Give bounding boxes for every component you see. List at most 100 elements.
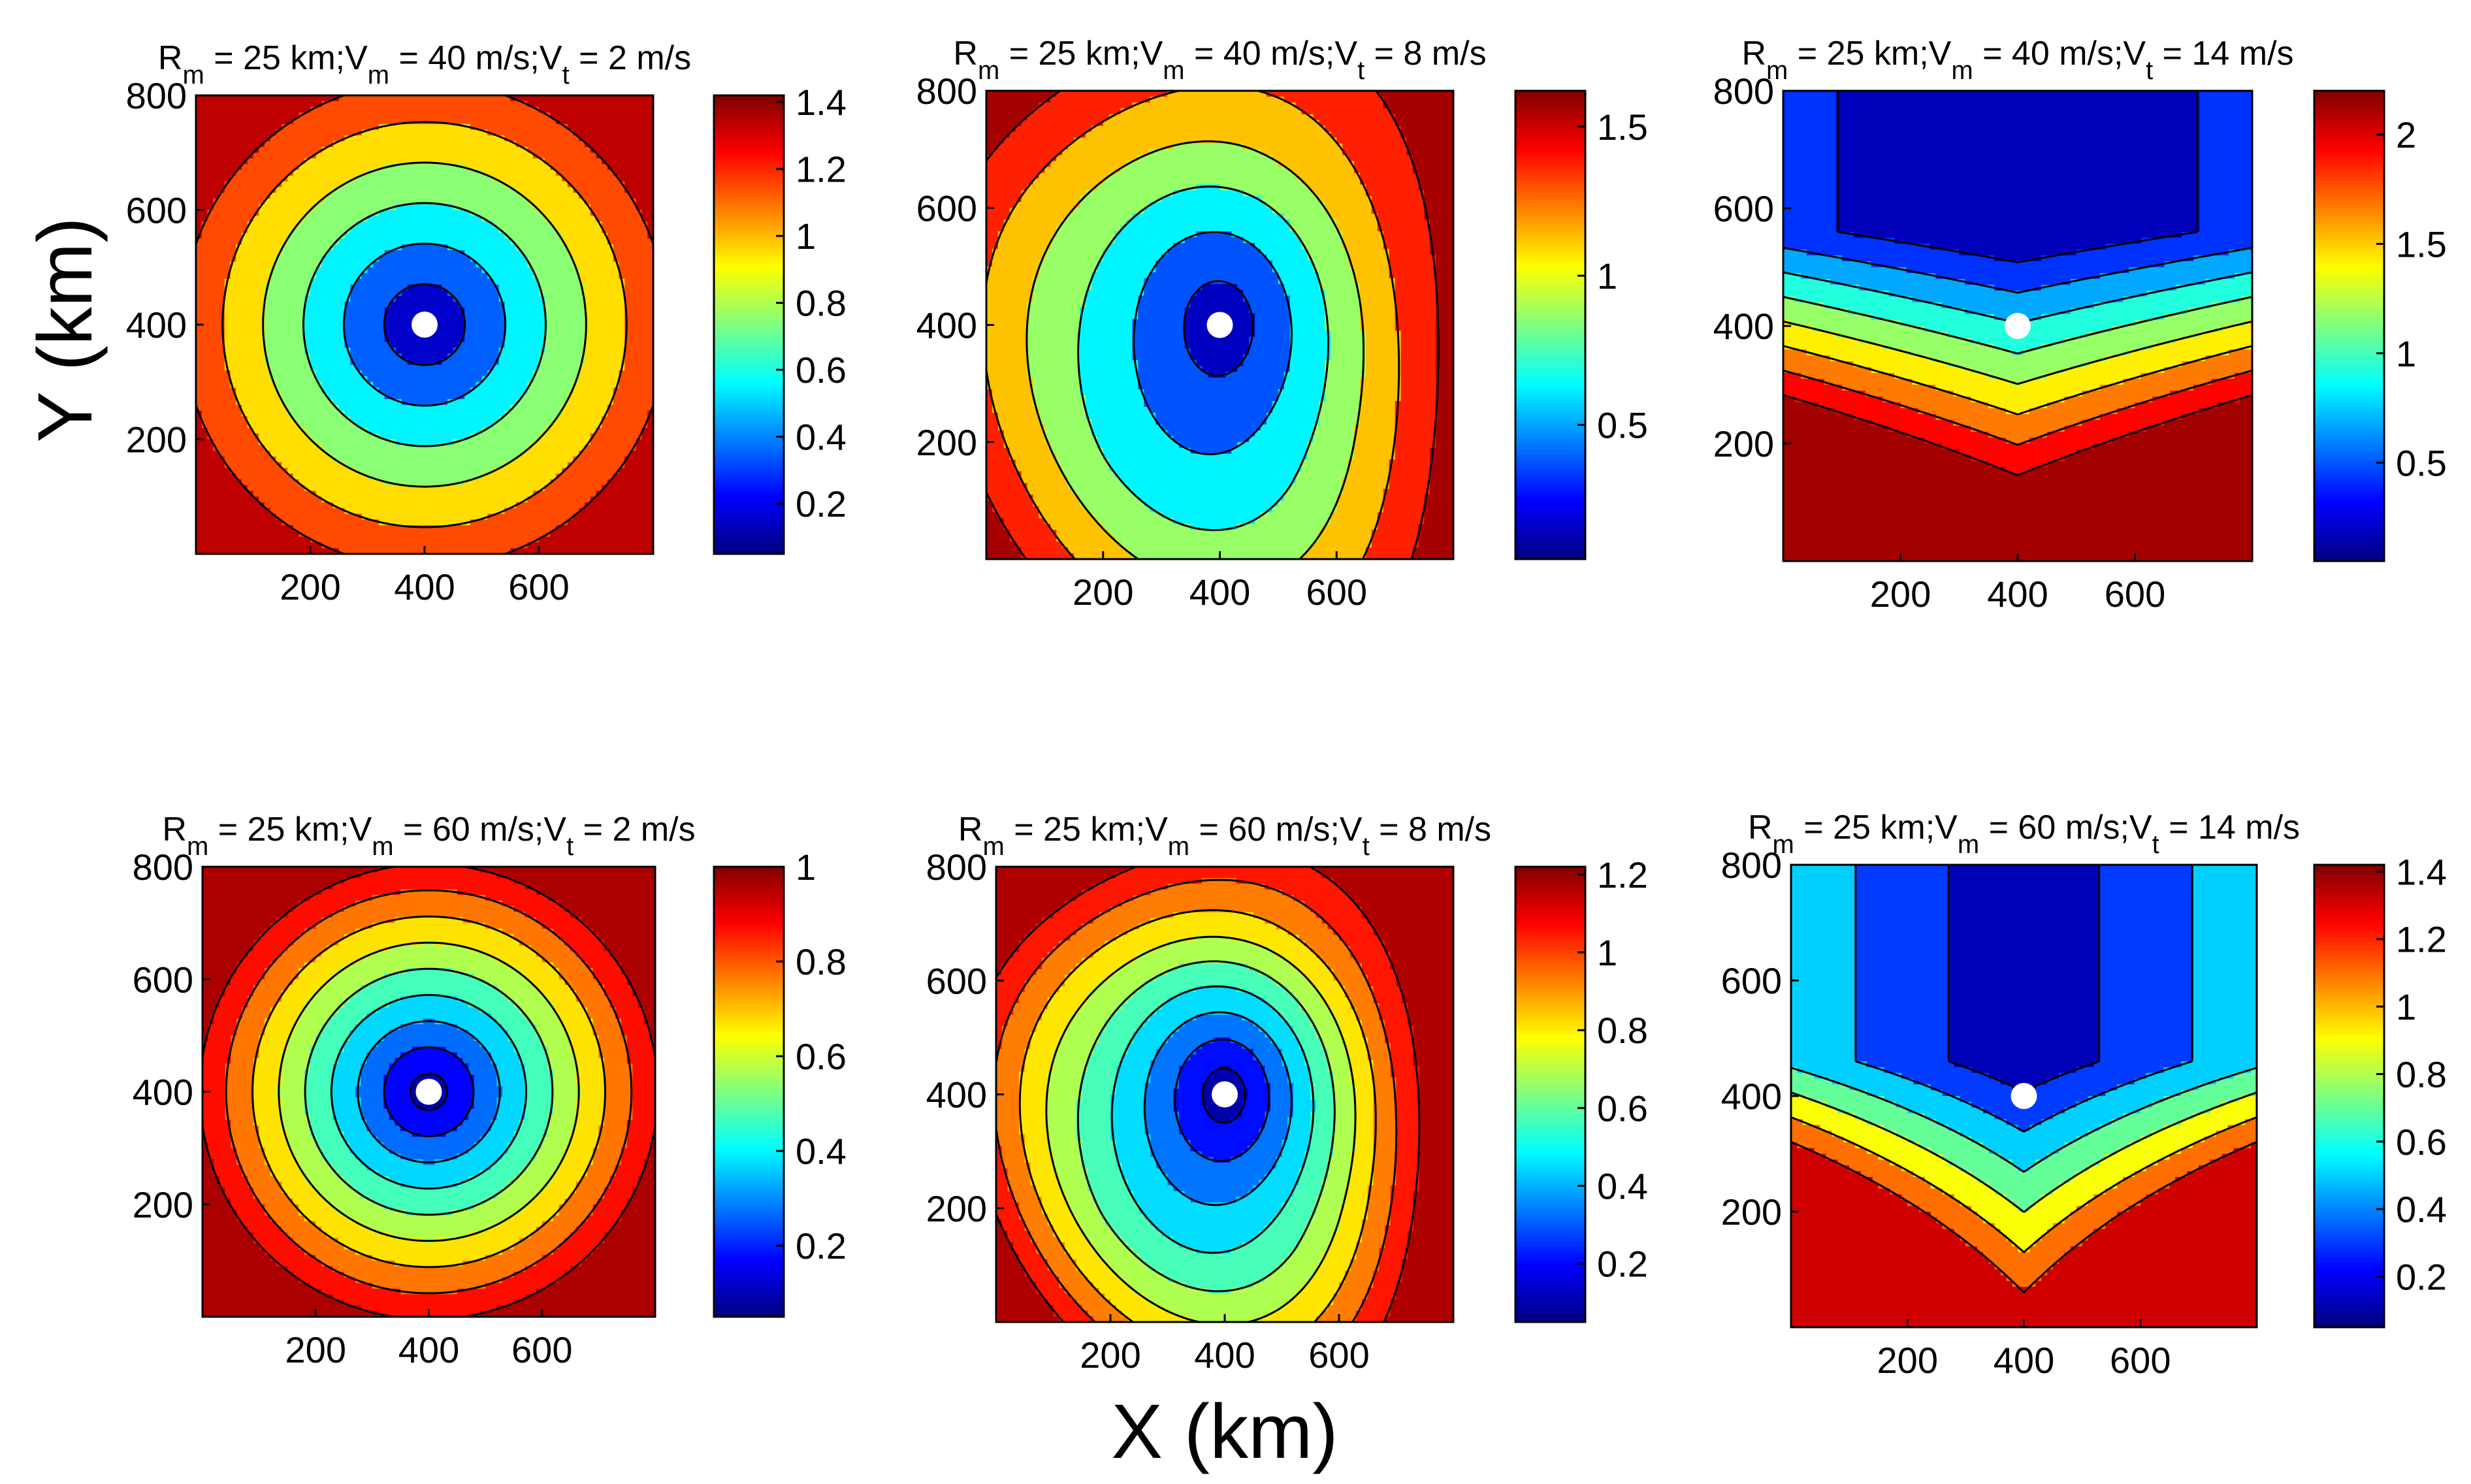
contour-line-4 <box>262 161 587 488</box>
y-tick-label: 800 <box>126 75 187 116</box>
colorbar: 0.5 1 1.5 2 <box>2313 89 2447 562</box>
subplot-title: Rm = 25 km;Vm = 60 m/s;Vt = 8 m/s <box>958 811 1491 861</box>
colorbar-frame <box>1514 865 1587 1323</box>
colorbar-tick-label: 1 <box>796 216 816 257</box>
colorbar-tick-label: 0.4 <box>796 417 847 458</box>
y-tick-label: 600 <box>1721 960 1782 1001</box>
contour-line-4 <box>1783 296 2253 355</box>
y-tick-label: 400 <box>133 1072 193 1113</box>
contour-line-1 <box>1837 91 2199 264</box>
contour-line-5 <box>1783 320 2253 385</box>
contour-fill <box>202 867 656 1317</box>
y-tick-label: 400 <box>126 304 187 346</box>
contour-line-5 <box>1790 1116 2257 1253</box>
y-tick-label: 800 <box>1721 845 1782 886</box>
colorbar-frame <box>713 865 785 1318</box>
x-tick-label: 200 <box>1877 1340 1938 1381</box>
subplot-6: Rm = 25 km;Vm = 60 m/s;Vt = 14 m/s 200 400… <box>1721 809 2447 1381</box>
contour-line-1 <box>409 1073 449 1111</box>
colorbar-tick-label: 0.2 <box>796 483 847 524</box>
contour-line-1 <box>383 283 466 366</box>
contour-line-3 <box>302 202 547 447</box>
contour-line-6 <box>985 89 1440 560</box>
contour-line-7 <box>1783 369 2253 446</box>
contour-line-1 <box>1183 280 1254 377</box>
subplot-title: Rm = 25 km;Vm = 40 m/s;Vt = 2 m/s <box>158 39 691 89</box>
colorbar-tick-label: 1.5 <box>1597 106 1648 148</box>
colorbar-tick-label: 0.6 <box>796 349 847 391</box>
colorbar: 0.2 0.4 0.6 0.8 1 <box>713 847 847 1318</box>
colorbar: 0.2 0.4 0.6 0.8 1 1.2 1.4 <box>713 82 847 555</box>
colorbar-tick-label: 1.2 <box>796 149 847 190</box>
colorbar: 0.5 1 1.5 <box>1514 89 1648 560</box>
contour-line-7 <box>1018 909 1377 1323</box>
y-tick-label: 200 <box>126 419 187 460</box>
y-tick-label: 400 <box>916 305 977 346</box>
x-tick-label: 200 <box>1870 573 1931 615</box>
x-tick-label: 600 <box>2110 1340 2171 1381</box>
contour-line-6 <box>278 941 580 1242</box>
y-tick-label: 600 <box>133 959 193 1000</box>
subplot-title: Rm = 25 km;Vm = 40 m/s;Vt = 14 m/s <box>1741 35 2293 85</box>
colorbar-tick-label: 0.8 <box>1597 1010 1648 1051</box>
y-tick-label: 200 <box>1713 423 1774 464</box>
contour-line-9 <box>201 865 656 1318</box>
x-tick-label: 600 <box>1308 1334 1369 1376</box>
x-tick-label: 200 <box>280 566 340 607</box>
figure-xlabel: X (km) <box>1111 1389 1338 1475</box>
contour-line-5 <box>985 89 1400 560</box>
contour-line-2 <box>1174 1038 1270 1163</box>
contour-line-8 <box>225 889 633 1295</box>
colorbar-tick-label: 0.4 <box>796 1131 847 1172</box>
colorbar-frame <box>2313 863 2385 1329</box>
contour-line-5 <box>304 967 554 1216</box>
y-tick-label: 800 <box>916 71 977 112</box>
contour-line-8 <box>1783 394 2253 477</box>
colorbar-tick-label: 1 <box>796 847 816 888</box>
contour-line-2 <box>1133 231 1293 455</box>
contour-line-2 <box>1783 246 2253 294</box>
colorbar-tick-label: 0.2 <box>2396 1256 2447 1297</box>
subplot-3: Rm = 25 km;Vm = 40 m/s;Vt = 14 m/s 200 400… <box>1713 35 2447 615</box>
subplot-title: Rm = 25 km;Vm = 60 m/s;Vt = 2 m/s <box>162 811 695 861</box>
contour-line-2 <box>383 1046 475 1138</box>
y-tick-label: 600 <box>916 187 977 229</box>
contour-line-3 <box>1790 1067 2257 1173</box>
contour-line-5 <box>221 121 628 528</box>
storm-center-marker <box>1206 312 1233 338</box>
subplot-4: Rm = 25 km;Vm = 60 m/s;Vt = 2 m/s 200 400 6… <box>133 811 847 1370</box>
figure-ylabel: Y (km) <box>22 217 108 442</box>
colorbar-tick-label: 1.5 <box>2396 223 2447 265</box>
y-tick-label: 800 <box>926 847 987 888</box>
contour-line-6 <box>1783 345 2253 415</box>
colorbar-tick-label: 0.2 <box>796 1225 847 1266</box>
contour-fill <box>1791 865 2257 1328</box>
x-tick-label: 200 <box>1073 572 1133 613</box>
y-tick-label: 600 <box>1713 188 1774 229</box>
contour-line-4 <box>1790 1091 2257 1213</box>
contour-line-6 <box>1045 935 1357 1323</box>
colorbar-tick-label: 1.2 <box>1597 854 1648 895</box>
subplot-2: Rm = 25 km;Vm = 40 m/s;Vt = 8 m/s 200 400 6… <box>916 35 1648 613</box>
colorbar-tick-label: 0.5 <box>2396 442 2447 483</box>
contour-fill <box>1783 91 2253 562</box>
subplot-1: Rm = 25 km;Vm = 40 m/s;Vt = 2 m/s 200 400 6… <box>126 39 847 607</box>
contour-line-4 <box>1110 985 1315 1254</box>
colorbar-frame <box>713 94 785 555</box>
y-tick-label: 200 <box>926 1188 987 1229</box>
contour-line-3 <box>1143 1011 1293 1206</box>
y-tick-label: 800 <box>1713 71 1774 112</box>
colorbar-frame <box>1514 89 1587 560</box>
contour-fill <box>196 95 654 555</box>
colorbar-tick-label: 0.5 <box>1597 404 1648 445</box>
x-tick-label: 600 <box>511 1329 572 1370</box>
y-tick-label: 400 <box>1721 1076 1782 1117</box>
colorbar: 0.2 0.4 0.6 0.8 1 1.2 <box>1514 854 1648 1323</box>
colorbar-tick-label: 1.4 <box>2396 851 2447 892</box>
storm-center-marker <box>415 1078 442 1105</box>
colorbar-tick-label: 0.8 <box>796 283 847 324</box>
contour-line-1 <box>1202 1067 1247 1124</box>
contour-line-2 <box>1854 865 2193 1133</box>
colorbar-tick-label: 1 <box>2396 986 2416 1027</box>
storm-center-marker <box>412 312 438 338</box>
